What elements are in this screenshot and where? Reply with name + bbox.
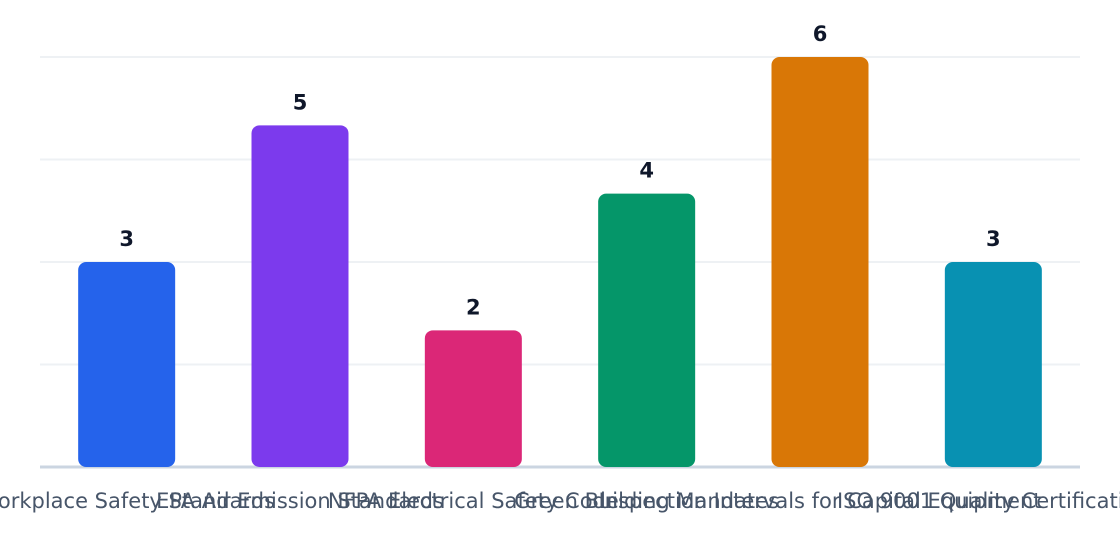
- bar: [598, 193, 696, 467]
- bar: [424, 330, 522, 467]
- x-tick-label: Inspection Intervals for Capital Equipme…: [598, 489, 1041, 513]
- value-label: 5: [293, 90, 308, 114]
- value-label: 2: [466, 295, 481, 319]
- x-tick-label: EPA Air Emission Standards: [156, 489, 444, 513]
- value-label: 6: [813, 22, 828, 46]
- bar: [771, 57, 869, 467]
- value-label: 3: [119, 227, 134, 251]
- x-tick-label: Workplace Safety Standards: [0, 489, 275, 513]
- value-label: 3: [986, 227, 1001, 251]
- x-tick-label: Green Building Mandates: [514, 489, 779, 513]
- x-tick-label: NFPA Electrical Safety Code: [328, 489, 619, 513]
- x-tick-label: ISO 9001 Quality Certification: [837, 489, 1120, 513]
- bar: [78, 262, 176, 467]
- bar: [944, 262, 1042, 467]
- value-label: 4: [639, 159, 654, 183]
- bar: [251, 125, 349, 467]
